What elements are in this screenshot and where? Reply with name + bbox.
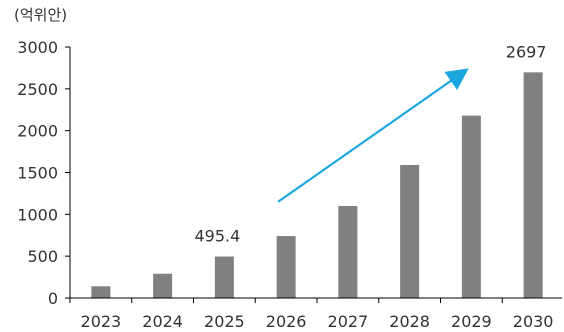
x-tick-label: 2028 [389, 312, 430, 331]
unit-label: (억위안) [14, 6, 67, 24]
y-tick-label: 1500 [17, 164, 58, 183]
x-tick-label: 2023 [81, 312, 122, 331]
bar-2029 [461, 115, 481, 299]
x-tick-label: 2026 [266, 312, 307, 331]
y-tick-label: 3000 [17, 38, 58, 57]
x-tick-label: 2030 [513, 312, 554, 331]
y-axis-ticks: 0 500 1000 1500 2000 2500 3000 [17, 38, 70, 308]
bar-2026 [276, 236, 296, 298]
x-tick-label: 2029 [451, 312, 492, 331]
y-tick-label: 2000 [17, 122, 58, 141]
bar-2028 [400, 164, 420, 298]
annotations [277, 68, 469, 203]
x-tick-label: 2024 [142, 312, 183, 331]
y-tick-label: 0 [48, 289, 58, 308]
data-labels: 495.4 2697 [194, 42, 546, 245]
bars [91, 72, 543, 299]
bar-2023 [91, 286, 111, 298]
x-tick-label: 2025 [204, 312, 245, 331]
y-tick-label: 2500 [17, 80, 58, 99]
y-tick-label: 1000 [17, 205, 58, 224]
x-axis-ticks: 2023 2024 2025 2026 2027 2028 2029 2030 [69, 298, 554, 331]
bar-2025 [214, 256, 234, 298]
x-tick-label: 2027 [328, 312, 369, 331]
y-tick-label: 500 [27, 247, 58, 266]
trend-arrow [277, 68, 469, 203]
bar-2024 [153, 273, 173, 298]
bar-2027 [338, 205, 358, 298]
bar-2030 [523, 72, 543, 298]
data-label-2025: 495.4 [194, 227, 240, 246]
data-label-2030: 2697 [506, 42, 547, 61]
